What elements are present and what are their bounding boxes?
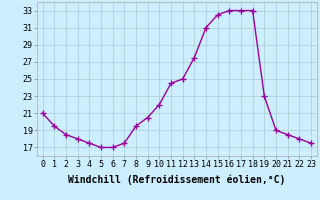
- X-axis label: Windchill (Refroidissement éolien,°C): Windchill (Refroidissement éolien,°C): [68, 175, 285, 185]
